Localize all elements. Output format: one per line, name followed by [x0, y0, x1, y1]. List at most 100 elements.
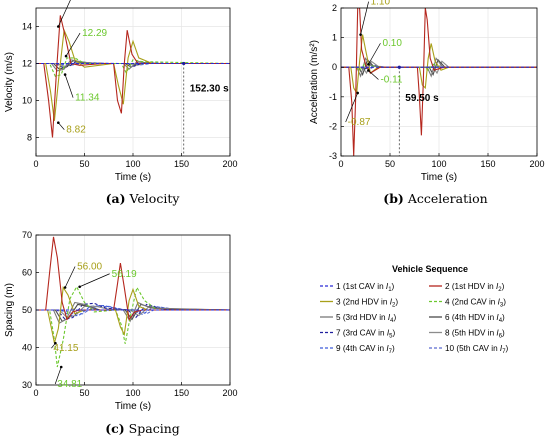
legend-label-subscript: 2 [392, 303, 396, 309]
legend-item-1: 1 (1st CAV in I1) [320, 282, 395, 293]
y-tick-label: -1 [329, 92, 337, 102]
x-axis-label: Time (s) [115, 172, 151, 183]
legend-label: 5 (3rd HDV in I4) [336, 313, 397, 324]
legend-label: 3 (2nd HDV in I2) [336, 298, 398, 309]
legend-label: 6 (4th HDV in I4) [445, 313, 505, 324]
series-line-4 [36, 285, 230, 368]
y-axis-label: Velocity (m/s) [4, 52, 15, 112]
y-tick-label: 1 [332, 33, 337, 43]
legend-label-close: ) [394, 313, 397, 322]
y-axis-label: Spacing (m) [4, 283, 15, 337]
series-line-5 [36, 301, 230, 324]
annotation-arrow [54, 366, 62, 385]
x-tick-label: 0 [33, 388, 38, 398]
annotation-arrow [345, 92, 358, 123]
legend-label-symbol: I [500, 344, 503, 353]
legend-label-text: 6 (4th HDV in [445, 313, 496, 322]
y-tick-label: 40 [22, 343, 32, 353]
legend-label-close: ) [392, 344, 395, 353]
caption-spacing: (c) Spacing [75, 421, 210, 436]
annotation-arrowhead [367, 62, 370, 66]
x-tick-label: 150 [480, 159, 495, 169]
caption-acceleration-text: Acceleration [407, 191, 488, 206]
annotation-label: 152.30 s [190, 84, 229, 95]
x-tick-label: 50 [79, 159, 89, 169]
x-tick-label: 100 [125, 388, 140, 398]
legend-label-subscript: 1 [388, 287, 392, 293]
legend-label-text: 1 (1st CAV in [336, 282, 386, 291]
annotation-label: 34.81 [57, 379, 82, 390]
legend-label-text: 7 (3rd CAV in [336, 329, 387, 338]
x-tick-label: 150 [174, 388, 189, 398]
caption-velocity-tag: (a) [105, 191, 126, 206]
caption-velocity-text: Velocity [129, 191, 180, 206]
caption-velocity: (a) Velocity [75, 191, 210, 206]
y-tick-label: 70 [22, 230, 32, 240]
annotation-label: 59.50 s [405, 93, 439, 104]
x-tick-label: 100 [431, 159, 446, 169]
legend-label-subscript: 4 [390, 318, 394, 324]
y-tick-label: 60 [22, 268, 32, 278]
x-tick-label: 200 [222, 159, 237, 169]
legend-label-text: 4 (2nd CAV in [445, 298, 498, 307]
legend-label-subscript: 3 [500, 303, 504, 309]
series-line-4 [341, 63, 537, 72]
y-tick-label: 0 [332, 62, 337, 72]
annotation-arrow [57, 0, 71, 27]
legend-label-symbol: I [390, 298, 393, 307]
x-tick-label: 0 [33, 159, 38, 169]
caption-acceleration-tag: (b) [383, 191, 404, 206]
annotation-label: 1.10 [371, 0, 391, 8]
legend-label-subscript: 7 [389, 349, 393, 355]
series-line-4 [36, 57, 230, 78]
legend-label-symbol: I [496, 329, 499, 338]
series-line-2 [36, 15, 230, 138]
legend-label-text: 8 (5th HDV in [445, 329, 496, 338]
annotation-label: 11.34 [75, 93, 100, 104]
legend-label-subscript: 6 [499, 334, 503, 340]
y-tick-label: 14 [22, 22, 32, 32]
series-line-3 [36, 28, 230, 121]
annotation-label: 56.00 [77, 262, 102, 273]
y-axis-label: Acceleration (m/s²) [309, 40, 320, 124]
annotation-arrowhead [359, 33, 362, 36]
annotation-arrowhead [64, 54, 68, 58]
legend-label-text: 3 (2nd HDV in [336, 298, 390, 307]
y-tick-label: 12 [22, 59, 32, 69]
annotation-arrowhead [63, 286, 67, 289]
annotation-arrow [65, 32, 81, 57]
x-tick-label: 100 [125, 159, 140, 169]
annotation-arrowhead [356, 91, 359, 95]
annotation-arrowhead [54, 341, 57, 345]
legend-label-text: 9 (4th CAV in [336, 344, 386, 353]
legend-label-symbol: I [387, 329, 390, 338]
chart-spacing: 0 50 100 150 200 30 40 50 60 70 Time (s) Spacing (m… [4, 230, 238, 412]
legend-label-close: ) [392, 282, 395, 291]
caption-acceleration: (b) Acceleration [368, 191, 503, 206]
x-tick-label: 200 [529, 159, 544, 169]
x-axis-label: Time (s) [115, 401, 151, 412]
legend-item-6: 6 (4th HDV in I4) [429, 313, 505, 324]
y-tick-label: 30 [22, 380, 32, 390]
legend-label-text: 10 (5th CAV in [445, 344, 500, 353]
legend-label-text: 2 (1st HDV in [445, 282, 496, 291]
annotation-arrowhead [57, 121, 60, 124]
legend-item-4: 4 (2nd CAV in I3) [429, 298, 506, 309]
caption-spacing-text: Spacing [128, 421, 180, 436]
series-line-2 [341, 8, 537, 156]
legend-label: 9 (4th CAV in I7) [336, 344, 395, 355]
y-tick-label: -3 [329, 151, 337, 161]
legend-label: 10 (5th CAV in I7) [445, 344, 509, 355]
legend-label-text: 5 (3rd HDV in [336, 313, 388, 322]
caption-spacing-tag: (c) [105, 421, 125, 436]
x-tick-label: 0 [338, 159, 343, 169]
settling-point [182, 61, 186, 66]
chart-acceleration: 0 50 100 150 200 -3 -2 -1 0 1 2 Time (s) Acceleratio… [309, 0, 545, 183]
legend-item-5: 5 (3rd HDV in I4) [320, 313, 397, 324]
legend-item-3: 3 (2nd HDV in I2) [320, 298, 398, 309]
annotation-arrowhead [57, 25, 60, 28]
x-tick-label: 200 [222, 388, 237, 398]
annotation-arrowhead [367, 69, 370, 72]
annotation-arrow [368, 70, 379, 80]
